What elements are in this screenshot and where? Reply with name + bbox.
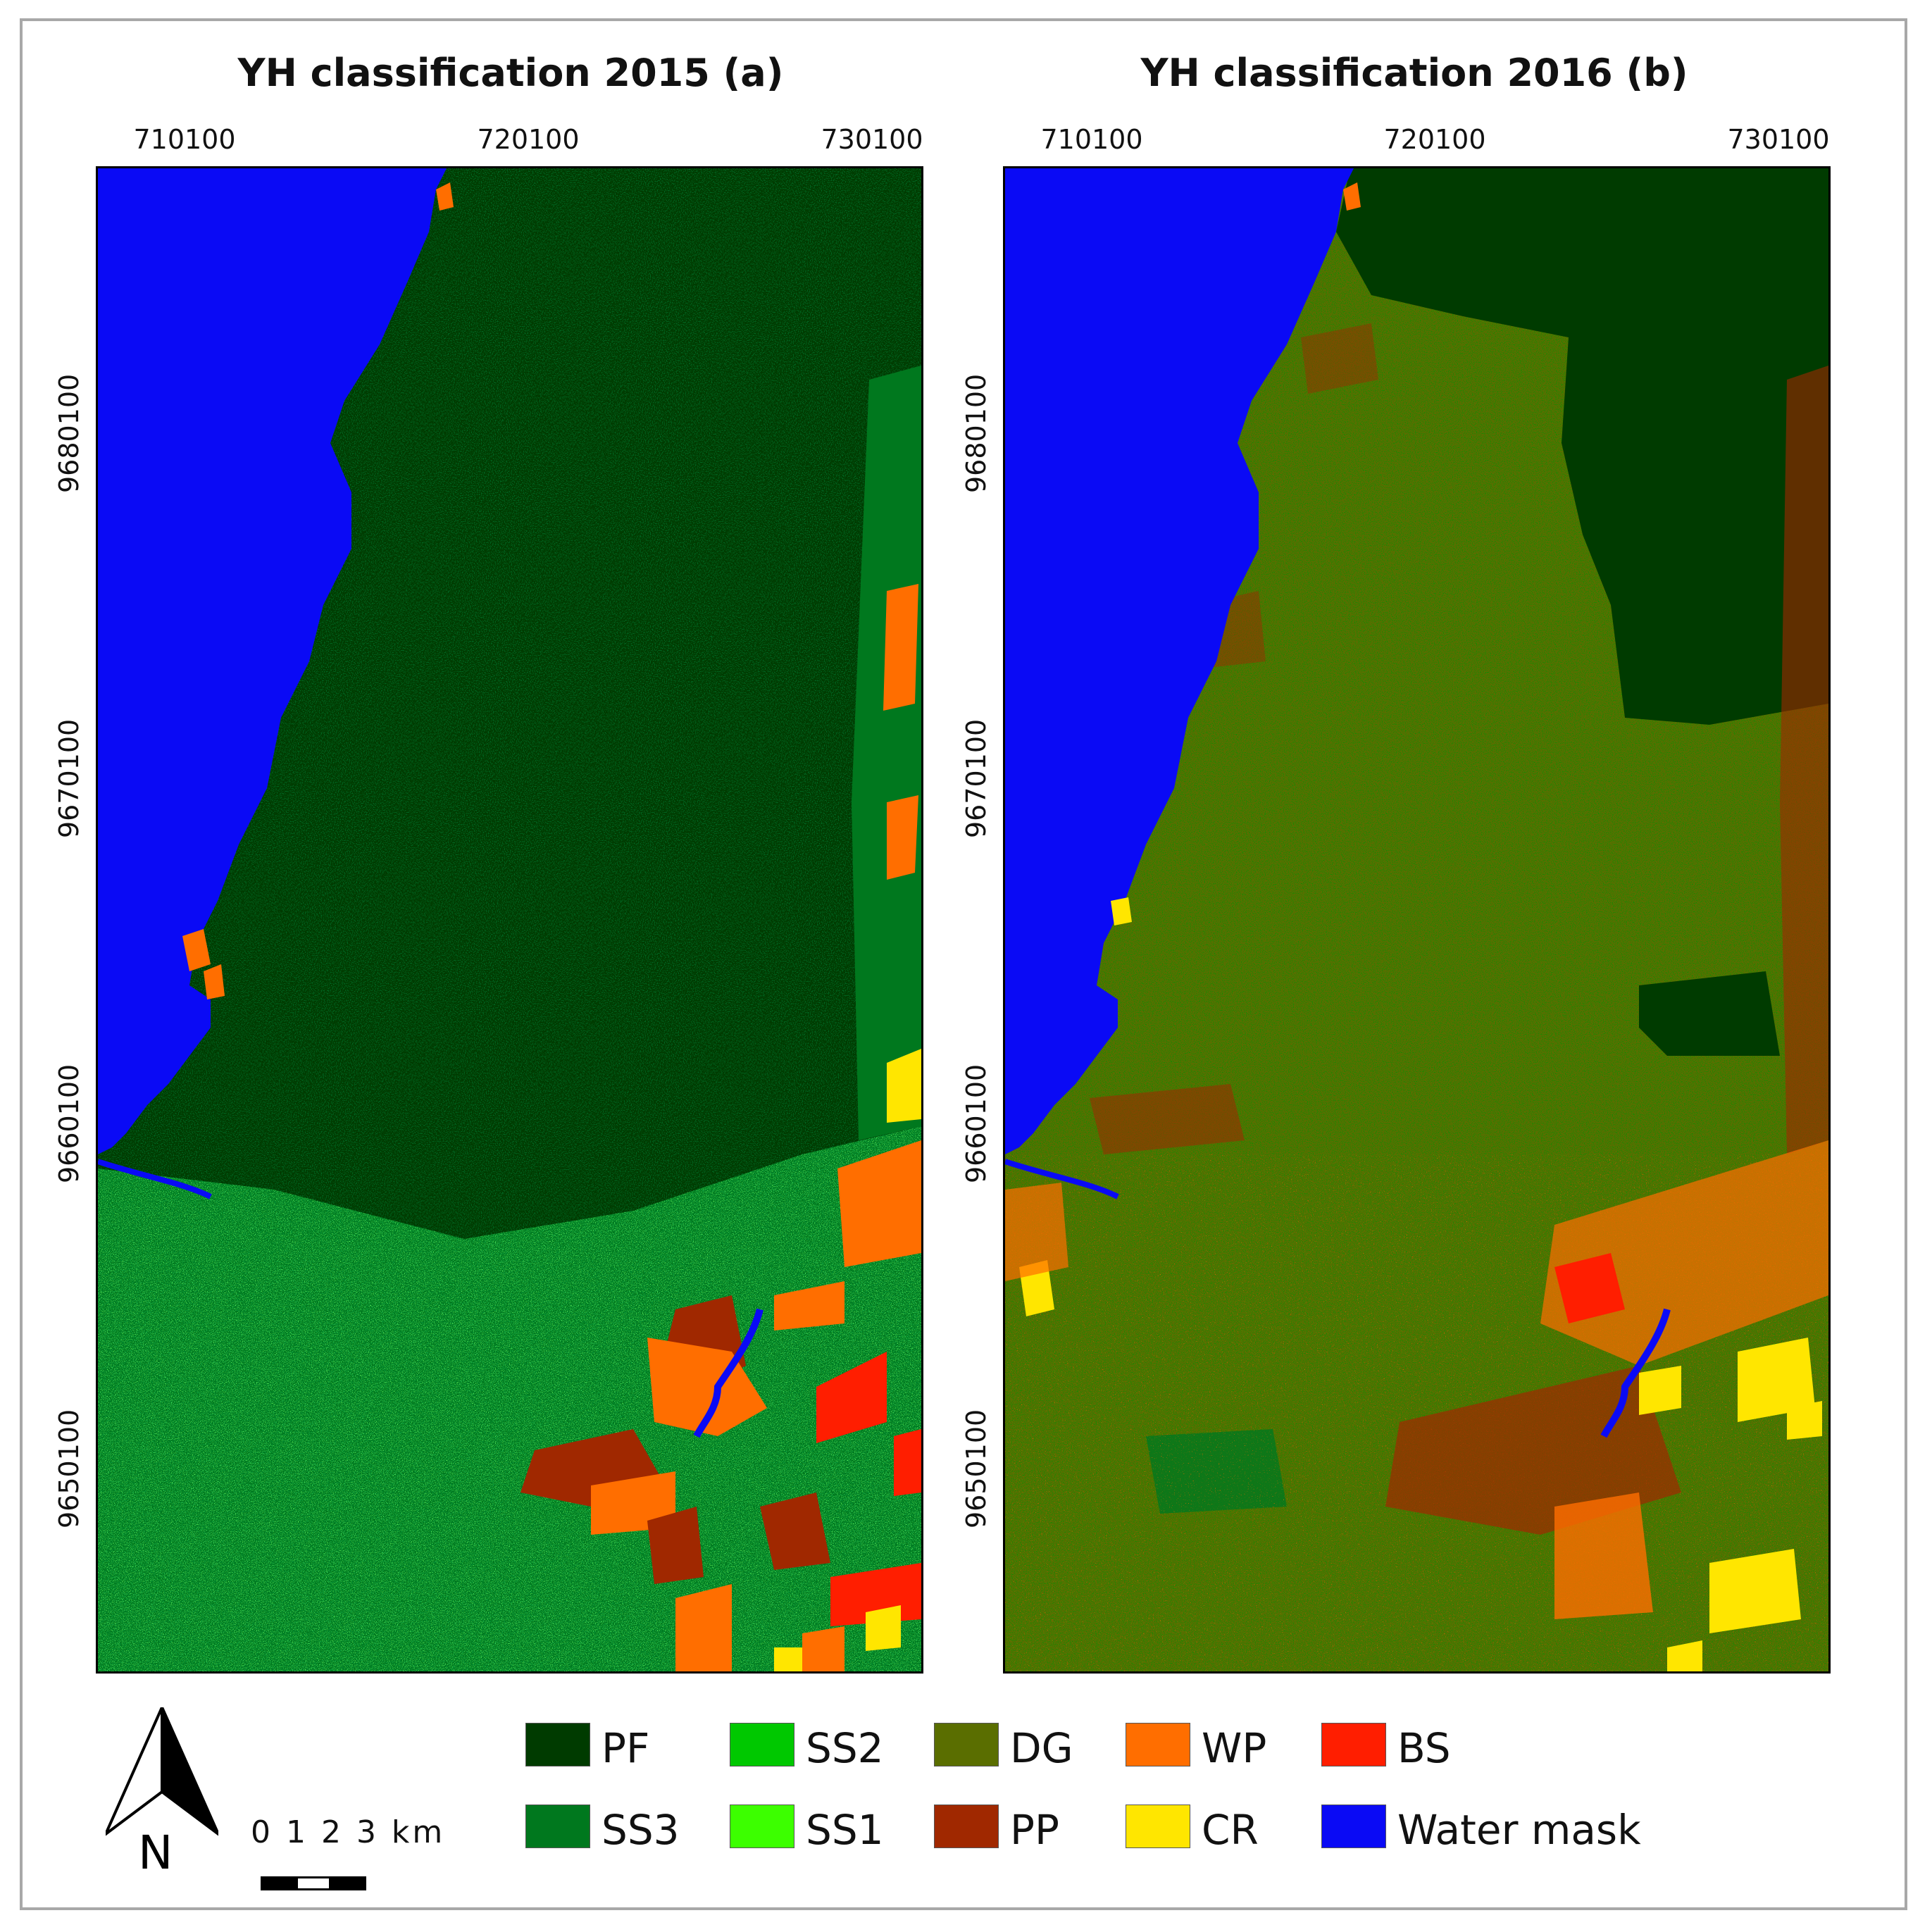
legend-label: PP <box>1010 1806 1059 1854</box>
classification-map-2016 <box>1003 166 1831 1674</box>
river <box>1600 1308 1671 1438</box>
river <box>98 1159 212 1199</box>
panel-a-y-tick: 9680100 <box>54 373 85 493</box>
classification-map-2015 <box>96 166 923 1674</box>
wp-patch <box>837 1140 921 1267</box>
legend-label: BS <box>1397 1724 1451 1772</box>
pp-patch <box>1090 1084 1245 1154</box>
primary-forest-area <box>1336 168 1828 725</box>
wp-patch <box>887 795 918 880</box>
legend-label: Water mask <box>1397 1806 1641 1854</box>
scale-bar <box>261 1876 366 1890</box>
river <box>1005 1159 1119 1199</box>
legend-swatch <box>525 1805 590 1848</box>
water-mask-area <box>1005 168 1354 1154</box>
panel-a-title: YH classification 2015 (a) <box>237 51 784 95</box>
wp-patch <box>1005 1183 1068 1281</box>
panel-b-title: YH classification 2016 (b) <box>1140 51 1688 95</box>
wp-patch <box>1554 1492 1653 1619</box>
figure-frame <box>20 18 1907 1910</box>
wp-patch <box>436 182 454 211</box>
wp-patch <box>204 964 225 999</box>
cr-patch <box>1787 1401 1822 1440</box>
wp-patch <box>802 1626 845 1671</box>
water-mask-area <box>98 168 447 1154</box>
north-arrow <box>102 1707 222 1848</box>
legend-swatch <box>525 1723 590 1766</box>
legend-label: SS2 <box>806 1724 884 1772</box>
cr-patch <box>1709 1549 1801 1633</box>
panel-a-y-tick: 9650100 <box>54 1409 85 1528</box>
panel-b-y-tick: 9680100 <box>961 373 992 493</box>
legend-label: DG <box>1010 1724 1073 1772</box>
legend-label: SS3 <box>602 1806 680 1854</box>
legend-swatch <box>934 1805 999 1848</box>
wp-patch <box>774 1281 845 1330</box>
panel-a-y-tick: 9670100 <box>54 718 85 838</box>
cr-patch <box>774 1647 802 1671</box>
panel-b-y-tick: 9670100 <box>961 718 992 838</box>
primary-forest-area <box>1639 971 1780 1056</box>
legend-label: SS1 <box>806 1806 884 1854</box>
legend-swatch <box>1126 1805 1190 1848</box>
legend-swatch <box>1321 1805 1386 1848</box>
legend-swatch <box>730 1805 794 1848</box>
bs-patch <box>816 1352 887 1443</box>
legend-label: PF <box>602 1724 650 1772</box>
cr-patch <box>1667 1640 1702 1671</box>
cr-patch <box>1639 1366 1681 1415</box>
panel-b-x-tick: 710100 <box>1040 124 1143 155</box>
panel-a-x-tick: 710100 <box>133 124 236 155</box>
panel-a-y-tick: 9660100 <box>54 1064 85 1183</box>
panel-b-x-tick: 730100 <box>1727 124 1830 155</box>
pp-patch <box>1301 323 1378 394</box>
panel-b-y-tick: 9660100 <box>961 1064 992 1183</box>
legend-label: CR <box>1202 1806 1259 1854</box>
north-arrow-icon <box>102 1707 222 1839</box>
panel-a-x-tick: 720100 <box>477 124 580 155</box>
legend-label: WP <box>1202 1724 1267 1772</box>
legend-swatch <box>1126 1723 1190 1766</box>
wp-patch <box>675 1584 732 1671</box>
legend-swatch <box>934 1723 999 1766</box>
legend-swatch <box>730 1723 794 1766</box>
river <box>693 1308 764 1438</box>
panel-a-x-tick: 730100 <box>821 124 923 155</box>
legend-swatch <box>1321 1723 1386 1766</box>
cr-patch <box>1111 897 1132 926</box>
cr-patch <box>1738 1338 1815 1422</box>
wp-patch <box>182 929 211 971</box>
bs-patch <box>1554 1253 1625 1323</box>
pp-patch <box>1385 1366 1681 1535</box>
wp-patch <box>1343 182 1361 211</box>
pp-patch <box>760 1492 830 1570</box>
cr-patch <box>887 1049 921 1123</box>
pp-patch <box>647 1507 704 1584</box>
north-label: N <box>138 1826 173 1880</box>
wp-patch <box>1780 366 1828 1154</box>
cr-patch <box>866 1605 901 1651</box>
wp-patch <box>883 584 918 711</box>
panel-b-x-tick: 720100 <box>1383 124 1486 155</box>
panel-b-y-tick: 9650100 <box>961 1409 992 1528</box>
scale-bar-label: 0 1 2 3 km <box>251 1814 446 1850</box>
bs-patch <box>894 1429 921 1496</box>
